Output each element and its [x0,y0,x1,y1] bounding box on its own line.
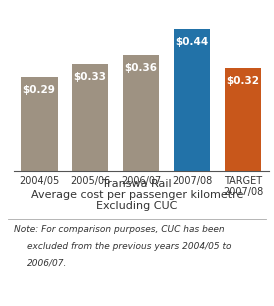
Text: Excluding CUC: Excluding CUC [96,201,178,211]
Text: $0.29: $0.29 [23,85,56,95]
Bar [174,29,210,171]
Text: Average cost per passenger kilometre: Average cost per passenger kilometre [31,190,243,200]
Bar [123,54,159,171]
Text: $0.36: $0.36 [125,63,158,73]
Text: excluded from the previous years 2004/05 to: excluded from the previous years 2004/05… [27,242,232,251]
Text: $0.32: $0.32 [227,76,259,86]
Text: Note: For comparison purposes, CUC has been: Note: For comparison purposes, CUC has b… [14,225,224,234]
Text: 2006/07.: 2006/07. [27,259,68,267]
Text: $0.33: $0.33 [74,73,107,82]
Text: $0.44: $0.44 [175,37,209,47]
Text: Transwa Rail: Transwa Rail [102,179,172,189]
Bar [72,64,109,171]
Bar [21,77,58,171]
Bar [225,68,261,171]
